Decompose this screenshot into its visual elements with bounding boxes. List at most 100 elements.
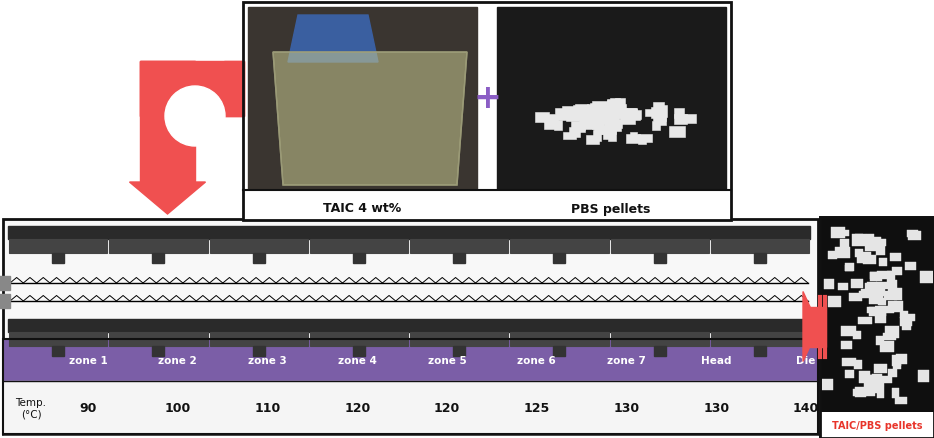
- Bar: [895, 289, 901, 300]
- Bar: [589, 106, 599, 117]
- Bar: [140, 62, 195, 117]
- Bar: [584, 121, 599, 130]
- Bar: [586, 136, 599, 145]
- Bar: [870, 379, 884, 386]
- Bar: [603, 132, 611, 140]
- Bar: [845, 265, 854, 272]
- Bar: [3, 219, 818, 434]
- Bar: [820, 218, 934, 438]
- Bar: [869, 375, 878, 386]
- Bar: [109, 332, 207, 346]
- Bar: [864, 380, 877, 387]
- Bar: [607, 101, 615, 113]
- Bar: [828, 297, 842, 307]
- Bar: [603, 123, 617, 131]
- Bar: [573, 124, 585, 131]
- Bar: [611, 332, 709, 346]
- Bar: [8, 226, 810, 240]
- Polygon shape: [130, 183, 205, 215]
- Bar: [862, 390, 875, 396]
- Bar: [555, 109, 568, 115]
- Bar: [608, 131, 616, 141]
- Bar: [895, 397, 907, 404]
- Bar: [152, 254, 164, 263]
- Bar: [587, 111, 601, 122]
- Text: +: +: [473, 82, 501, 115]
- Bar: [867, 283, 877, 290]
- Bar: [601, 111, 616, 122]
- Bar: [909, 232, 921, 240]
- Bar: [711, 240, 809, 254]
- Bar: [854, 389, 865, 396]
- Bar: [876, 336, 884, 346]
- Bar: [918, 371, 929, 381]
- Text: zone 3: zone 3: [248, 355, 287, 365]
- Bar: [893, 305, 902, 311]
- Bar: [545, 122, 555, 129]
- Text: 120: 120: [344, 401, 371, 414]
- Bar: [583, 111, 597, 124]
- Bar: [611, 106, 622, 118]
- Bar: [152, 346, 164, 356]
- Bar: [611, 99, 620, 111]
- Bar: [9, 240, 107, 254]
- Bar: [140, 62, 195, 183]
- Bar: [861, 290, 870, 299]
- Text: zone 7: zone 7: [607, 355, 646, 365]
- Bar: [410, 332, 508, 346]
- Text: zone 2: zone 2: [159, 355, 197, 365]
- Bar: [535, 113, 549, 123]
- Bar: [856, 253, 871, 263]
- Bar: [604, 113, 619, 125]
- Bar: [674, 114, 687, 125]
- Bar: [52, 254, 64, 263]
- Text: 120: 120: [434, 401, 460, 414]
- Bar: [890, 254, 901, 261]
- Bar: [651, 108, 664, 119]
- Bar: [628, 111, 641, 120]
- Bar: [553, 254, 565, 263]
- Bar: [920, 272, 933, 283]
- Bar: [900, 318, 913, 327]
- Text: TAIC/PBS pellets: TAIC/PBS pellets: [832, 420, 922, 430]
- Bar: [140, 62, 244, 117]
- Bar: [653, 103, 664, 110]
- Bar: [590, 104, 597, 117]
- Text: 100: 100: [164, 401, 191, 414]
- Bar: [866, 381, 877, 392]
- Bar: [831, 227, 845, 238]
- Bar: [578, 109, 593, 120]
- Bar: [754, 346, 766, 356]
- Bar: [893, 359, 901, 369]
- Polygon shape: [273, 53, 467, 186]
- Bar: [579, 106, 591, 112]
- Bar: [838, 283, 848, 290]
- Bar: [601, 126, 616, 135]
- Bar: [876, 244, 885, 256]
- Bar: [855, 250, 864, 258]
- Bar: [874, 365, 887, 373]
- Bar: [310, 332, 408, 346]
- Bar: [566, 111, 579, 122]
- Bar: [604, 111, 614, 118]
- Text: TAIC 4 wt%: TAIC 4 wt%: [323, 202, 401, 215]
- Bar: [841, 342, 852, 350]
- Bar: [453, 346, 465, 356]
- Bar: [849, 293, 862, 301]
- Polygon shape: [288, 16, 378, 63]
- Bar: [109, 240, 207, 254]
- Bar: [3, 381, 818, 434]
- Bar: [510, 332, 608, 346]
- Bar: [901, 320, 911, 330]
- Bar: [877, 386, 884, 398]
- Bar: [574, 104, 588, 115]
- Bar: [209, 332, 307, 346]
- Bar: [863, 255, 876, 264]
- Bar: [892, 388, 899, 398]
- Bar: [877, 271, 891, 279]
- Bar: [851, 279, 863, 288]
- Text: 110: 110: [254, 401, 280, 414]
- Bar: [3, 339, 818, 434]
- Bar: [453, 254, 465, 263]
- Bar: [587, 105, 596, 111]
